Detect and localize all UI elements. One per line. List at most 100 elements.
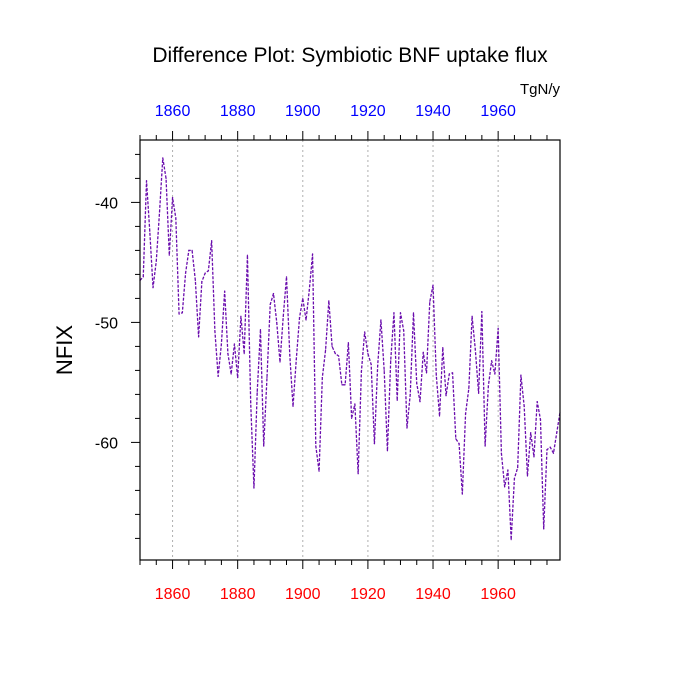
data-point-1882	[243, 353, 245, 355]
data-point-1970	[530, 432, 532, 434]
x-tick-label-bottom-1860: 1860	[155, 586, 191, 603]
data-point-1903	[311, 253, 314, 255]
data-point-1894	[282, 315, 284, 317]
x-tick-label-bottom-1940: 1940	[415, 586, 451, 603]
data-point-1928	[393, 312, 395, 314]
data-point-1893	[279, 361, 281, 363]
axis-ticks	[131, 131, 548, 569]
data-point-1971	[533, 456, 535, 458]
data-point-1890	[269, 303, 271, 305]
data-point-1958	[491, 360, 493, 362]
data-point-1917	[357, 473, 359, 475]
data-point-1964	[510, 539, 512, 541]
data-point-1935	[416, 383, 418, 385]
y-axis-label: NFIX	[52, 325, 77, 375]
data-point-1887	[259, 329, 262, 331]
data-point-1872	[211, 240, 213, 242]
data-point-1873	[214, 330, 216, 332]
data-point-1952	[471, 315, 473, 317]
data-point-1945	[448, 373, 450, 375]
data-point-1876	[224, 290, 226, 292]
data-point-1898	[295, 359, 297, 361]
data-point-1886	[256, 391, 258, 393]
data-point-1927	[390, 360, 392, 362]
data-point-1931	[403, 330, 405, 332]
y-tick-label--50: -50	[95, 315, 118, 332]
data-point-1875	[220, 343, 222, 345]
data-point-1955	[481, 311, 483, 313]
data-point-1934	[412, 312, 415, 314]
data-point-1975	[546, 449, 548, 451]
data-point-1959	[494, 373, 496, 375]
data-point-1892	[276, 321, 278, 323]
data-point-1897	[292, 405, 294, 407]
data-point-1965	[513, 477, 516, 479]
data-point-1854	[152, 287, 154, 289]
data-point-1956	[484, 445, 486, 447]
data-point-1932	[406, 427, 408, 429]
data-point-1967	[520, 374, 522, 376]
plot-frame	[139, 139, 561, 561]
data-point-1878	[230, 373, 232, 375]
data-point-1861	[175, 217, 177, 219]
data-point-1881	[240, 315, 242, 317]
data-point-1954	[478, 392, 480, 394]
x-tick-label-top-1960: 1960	[480, 103, 516, 120]
data-point-1918	[360, 371, 362, 373]
data-point-1963	[507, 469, 509, 471]
data-point-1871	[207, 270, 209, 272]
data-point-1908	[328, 300, 330, 302]
data-point-1888	[263, 445, 265, 447]
data-point-1916	[354, 403, 356, 405]
data-point-1913	[344, 384, 346, 386]
data-point-1862	[178, 313, 180, 315]
data-point-1940	[432, 284, 434, 286]
data-point-1870	[204, 272, 206, 274]
y-tick-label--40: -40	[95, 195, 118, 212]
data-point-1874	[217, 375, 219, 377]
data-point-1960	[497, 327, 499, 329]
data-point-1936	[419, 401, 421, 403]
data-point-1962	[504, 486, 506, 488]
data-point-1950	[464, 413, 467, 415]
data-point-1969	[526, 475, 529, 477]
data-point-1852	[145, 180, 148, 182]
data-point-1860	[171, 197, 174, 199]
x-tick-label-top-1940: 1940	[415, 103, 451, 120]
data-point-1915	[351, 417, 353, 419]
data-point-1914	[347, 342, 349, 344]
data-point-1902	[308, 289, 310, 291]
data-point-1904	[315, 445, 317, 447]
data-point-1968	[523, 405, 525, 407]
data-point-1972	[536, 401, 538, 403]
data-point-1877	[227, 353, 229, 355]
data-point-1948	[458, 443, 460, 445]
data-point-1885	[253, 487, 255, 489]
data-point-1930	[399, 312, 402, 314]
data-point-1912	[341, 384, 343, 386]
data-point-1856	[158, 211, 161, 213]
data-point-1944	[445, 395, 447, 397]
data-point-1907	[324, 349, 327, 351]
data-point-1863	[181, 312, 183, 314]
data-point-1943	[442, 347, 444, 349]
data-point-1900	[302, 297, 304, 299]
data-point-1933	[409, 393, 411, 395]
data-point-1855	[155, 260, 157, 262]
x-tick-label-bottom-1880: 1880	[220, 586, 256, 603]
data-point-1851	[142, 276, 144, 278]
data-point-1853	[149, 230, 151, 232]
data-point-1966	[517, 467, 519, 469]
data-point-1946	[451, 372, 454, 374]
units-label: TgN/y	[520, 81, 561, 98]
data-point-1901	[305, 319, 307, 321]
data-point-1889	[266, 377, 268, 379]
data-point-1883	[246, 254, 249, 256]
data-point-1909	[331, 345, 333, 347]
data-point-1947	[455, 438, 457, 440]
series-layer	[139, 157, 561, 541]
data-point-1906	[321, 377, 323, 379]
data-point-1938	[425, 372, 428, 374]
data-point-1866	[191, 249, 193, 251]
